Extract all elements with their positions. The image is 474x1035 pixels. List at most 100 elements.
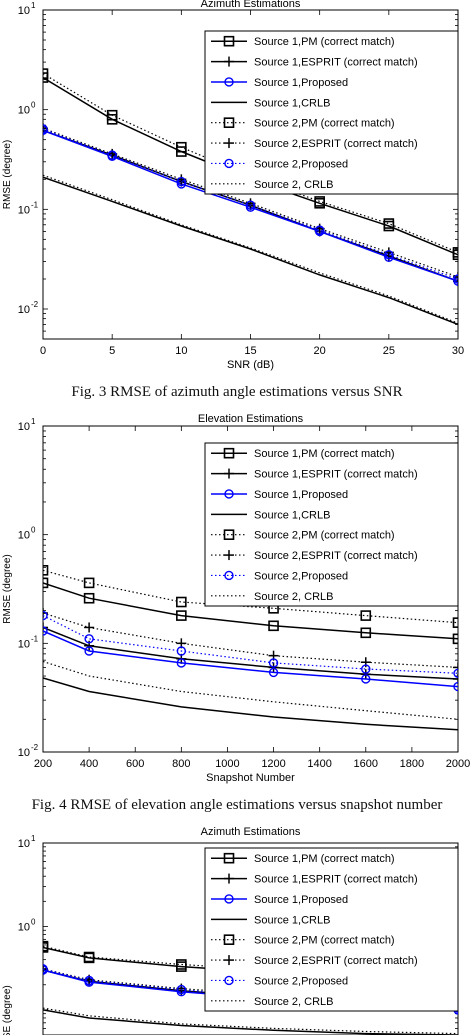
series-2-point [43,626,48,636]
series-6-point [453,668,458,678]
series-6-point [43,124,48,134]
x-tick-label: 1800 [400,758,424,770]
series-4-point [83,951,95,963]
x-tick-label: 15 [244,345,256,357]
x-tick-label: 1600 [354,758,378,770]
legend-label-0: Source 1,PM (correct match) [254,853,395,865]
series-4-point [383,218,395,229]
series-4-point [106,109,118,121]
legend-label-3: Source 1,CRLB [254,97,330,109]
series-4-point [452,617,458,628]
y-tick-exponent: 1 [31,1,36,10]
x-tick-label: 10 [175,345,187,357]
series-6-point [314,225,325,235]
legend-label-0: Source 1,PM (correct match) [254,36,395,48]
legend-label-1: Source 1,ESPRIT (correct match) [254,874,418,886]
legend-marker-6 [224,158,234,169]
y-tick-exponent: 1 [31,417,36,426]
series-0-point [268,620,279,632]
y-tick-label: 10 [18,638,30,650]
y-axis-label: RMSE (degree) [2,985,13,1035]
series-line-7 [43,1007,458,1035]
legend-marker-4 [223,117,235,128]
legend-marker-0 [223,35,235,47]
x-tick-label: 1400 [307,758,331,770]
series-2-point [268,667,279,678]
series-1-point [453,673,458,684]
chart-title: Azimuth Estimations [201,826,301,838]
series-4-point [43,564,49,576]
series-4-point [452,247,458,258]
series-4-point [43,68,49,79]
y-tick-exponent: 0 [31,917,36,926]
series-4-point [43,940,49,952]
series-4-point [176,596,187,608]
x-tick-label: 5 [109,345,115,357]
legend-label-7: Source 2, CRLB [254,179,333,191]
legend-label-1: Source 1,ESPRIT (correct match) [254,57,418,69]
legend-marker-2 [224,77,234,87]
series-4-point [314,196,325,207]
legend-label-4: Source 2,PM (correct match) [254,118,395,130]
legend: Source 1,PM (correct match) Source 1,ESPR… [204,30,459,195]
series-0-point [360,627,372,639]
x-tick-label: 20 [314,345,326,357]
y-tick-label: 10 [18,304,30,316]
x-tick-label: 25 [383,345,395,357]
x-tick-label: 30 [452,345,464,357]
series-line-7 [43,174,458,324]
series-6-point [176,176,187,187]
legend-marker-5 [224,955,234,966]
legend-box [204,847,459,1012]
legend-label-1: Source 1,ESPRIT (correct match) [254,469,418,481]
y-tick-label: 10 [18,105,30,117]
series-4-point [360,610,372,621]
x-tick-label: 0 [40,345,46,357]
series-0-point [43,577,49,589]
x-tick-label: 2000 [446,758,470,770]
legend-label-6: Source 2,Proposed [254,975,348,987]
series-6-point [84,634,94,644]
series-line-7 [43,660,458,720]
series-line-1 [43,626,458,680]
x-tick-label: 1000 [215,758,239,770]
series-line-6 [43,128,458,280]
y-tick-exponent: -1 [31,634,39,643]
series-0-point [83,592,95,604]
series-0-point [176,610,187,621]
y-tick-exponent: 0 [31,101,36,110]
series-line-3 [43,176,458,326]
x-tick-label: 200 [34,758,52,770]
legend-label-5: Source 2,ESPRIT (correct match) [254,138,418,150]
series-6-point [43,610,48,621]
legend-marker-2 [224,489,234,499]
y-tick-label: 10 [18,5,30,17]
series-6-point [453,274,458,284]
legend-label-6: Source 2,Proposed [254,570,348,582]
legend-box [204,442,459,607]
y-tick-label: 10 [18,204,30,216]
y-tick-label: 10 [18,530,30,542]
series-4-point [83,577,95,589]
series-6-point [245,200,256,210]
series-6-point [84,975,94,986]
series-line-3 [43,677,458,731]
legend-marker-6 [224,570,234,581]
series-line-2 [43,630,458,688]
legend-marker-4 [223,529,235,540]
series-2-point [176,658,187,668]
series-6-point [43,964,48,974]
series-2-point [453,681,458,692]
x-axis-label: Snapshot Number [206,772,295,784]
legend-label-2: Source 1,Proposed [254,77,348,89]
y-tick-exponent: -1 [31,200,39,209]
series-4-point [176,959,187,970]
x-tick-label: 400 [80,758,98,770]
series-1-point [43,622,48,633]
y-tick-label: 10 [18,838,30,850]
y-tick-exponent: 1 [31,834,36,843]
legend-marker-0 [223,852,235,864]
